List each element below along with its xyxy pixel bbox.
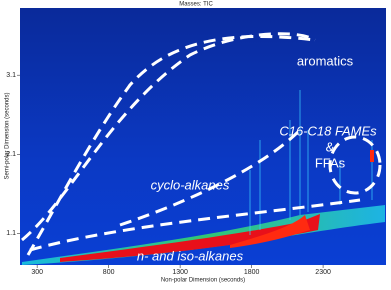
x-tick-label: 800 xyxy=(103,269,115,276)
annotation: n- and iso-alkanes xyxy=(137,248,244,263)
y-axis-label: Semi-polar Dimension (seconds) xyxy=(5,92,11,179)
chart-title: Masses: TIC xyxy=(179,2,213,8)
y-tick-label: 3.1 xyxy=(6,72,16,79)
x-tick-label: 300 xyxy=(31,269,43,276)
annotation: cyclo-alkanes xyxy=(151,177,230,192)
x-tick-label: 1800 xyxy=(244,269,260,276)
x-tick-label: 2300 xyxy=(315,269,331,276)
y-tick-label: 1.1 xyxy=(6,230,16,237)
annotation: C16-C18 FAMEs xyxy=(279,123,377,138)
annotation: & xyxy=(326,139,335,154)
y-tick-label: 2.1 xyxy=(6,151,16,158)
chromatogram xyxy=(22,90,385,265)
annotation: aromatics xyxy=(297,53,354,68)
x-axis-label: Non-polar Dimension (seconds) xyxy=(161,278,245,284)
region-outlines xyxy=(21,32,382,256)
annotation: FFAs xyxy=(315,155,346,170)
x-tick-label: 1300 xyxy=(172,269,188,276)
